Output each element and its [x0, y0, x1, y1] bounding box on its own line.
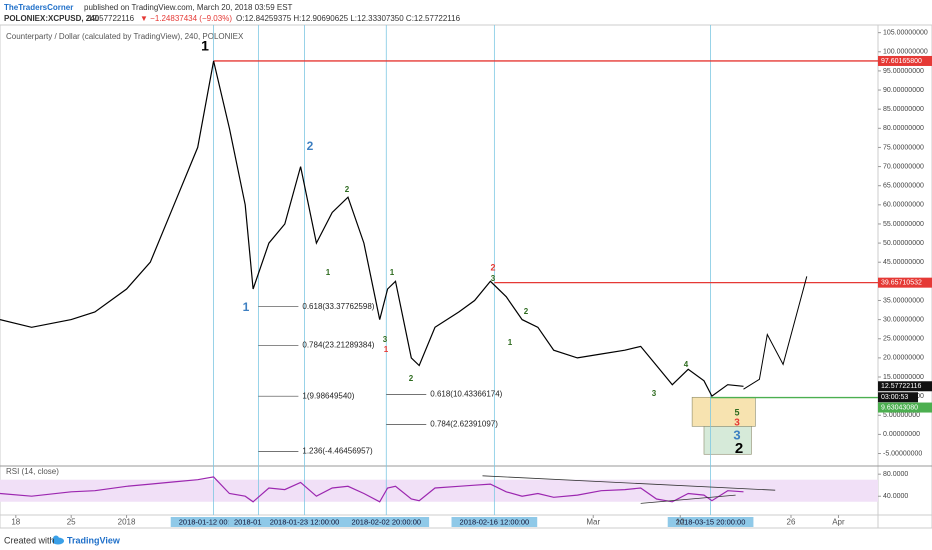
y-tick-label: 15.00000000 [883, 374, 924, 381]
wave-label: 1 [326, 268, 331, 277]
wave-label: 3 [491, 274, 496, 283]
rsi-y-tick-label: 40.0000 [883, 493, 908, 500]
brand[interactable]: TradingView [67, 535, 121, 545]
frame [0, 24, 932, 529]
marked-time-label: 2018-01-17 16 [234, 517, 283, 526]
chart-title: Counterparty / Dollar (calculated by Tra… [6, 32, 244, 41]
y-tick-label: 105.00000000 [883, 29, 928, 36]
wave-label: 1 [243, 300, 250, 314]
price-line [0, 60, 744, 397]
wave-label: 1 [384, 345, 389, 354]
tradingview-logo [52, 535, 64, 545]
y-tick-label: 55.00000000 [883, 221, 924, 228]
x-tick-label: 18 [11, 518, 20, 527]
axis-label: 9.63043080 [881, 404, 918, 411]
rsi-title: RSI (14, close) [6, 467, 59, 476]
x-tick-label: Apr [832, 518, 845, 527]
wave-label: 1 [508, 338, 513, 347]
marked-time-label: 2018-01-12 00:00:00 [179, 517, 249, 526]
wave-label: 3 [652, 389, 657, 398]
axis-label-bg [878, 55, 932, 66]
y-tick-label: 60.00000000 [883, 202, 924, 209]
y-tick-label: 25.00000000 [883, 336, 924, 343]
marked-time-label: 2018-02-16 12:00:00 [460, 517, 530, 526]
axis-label: 39.65710532 [881, 280, 922, 287]
y-tick-label: 85.00000000 [883, 106, 924, 113]
rsi-y-tick-label: 80.0000 [883, 471, 908, 478]
last-price: 12.57722116 [88, 14, 135, 23]
wave-label: 2 [307, 139, 314, 153]
x-tick-label: 25 [67, 518, 76, 527]
fib-label: 0.618(33.37762598) [302, 302, 374, 311]
y-tick-label: 45.00000000 [883, 259, 924, 266]
wave-label: 3 [383, 335, 388, 344]
y-tick-label: 80.00000000 [883, 125, 924, 132]
last-price-label: 12.57722116 [881, 383, 921, 390]
x-tick-label: 2018 [118, 518, 136, 527]
rsi-line [0, 476, 744, 503]
publisher[interactable]: TheTradersCorner [4, 3, 73, 12]
fib-label: 1(9.98649540) [302, 391, 354, 400]
wave-label: 3 [734, 418, 740, 429]
fib-label: 0.784(23.21289384) [302, 341, 374, 350]
rsi-trendline [640, 494, 736, 504]
x-tick-label: 12 [676, 518, 685, 527]
created-with: Created with [4, 535, 55, 545]
marked-time-bg [170, 517, 257, 527]
wave-label: 2 [490, 262, 495, 272]
zone [691, 396, 756, 427]
y-tick-label: 95.00000000 [883, 68, 924, 75]
marked-time-bg [343, 517, 430, 527]
wave-label: 3 [733, 427, 740, 442]
wave-label: 2 [524, 307, 529, 316]
timer-bg [878, 392, 918, 403]
y-tick-label: 35.00000000 [883, 297, 924, 304]
wave-label: 1 [201, 38, 209, 54]
fib-label: 1.236(-4.46456957) [302, 447, 373, 456]
fib-label: 0.618(10.43366174) [430, 390, 502, 399]
marked-time-bg [228, 517, 289, 527]
y-tick-label: 50.00000000 [883, 240, 924, 247]
wave-label: 2 [345, 185, 350, 194]
published: published on TradingView.com, March 20, … [84, 3, 293, 12]
y-tick-label: 100.00000000 [883, 49, 928, 56]
rsi-band [0, 479, 878, 502]
y-tick-label: 90.00000000 [883, 87, 924, 94]
x-tick-label: Mar [586, 518, 600, 527]
axis-label: 97.60165800 [881, 58, 922, 65]
wave-label: 2 [735, 440, 743, 457]
marked-time-bg [667, 517, 754, 527]
wave-label: 4 [684, 360, 689, 369]
y-tick-label: 0.00000000 [883, 431, 920, 438]
wave-label: 2 [409, 374, 414, 383]
y-tick-label: 70.00000000 [883, 163, 924, 170]
ohlc: O:12.84259375 H:12.90690625 L:12.3330735… [236, 14, 461, 23]
marked-time-label: 2018-03-15 20:00:00 [676, 517, 746, 526]
x-tick-label: 26 [787, 518, 796, 527]
y-tick-label: 30.00000000 [883, 316, 924, 323]
marked-time-label: 2018-01-23 12:00:00 [270, 517, 340, 526]
wave-label: 1 [390, 268, 395, 277]
y-tick-label: 20.00000000 [883, 355, 924, 362]
marked-time-bg [261, 517, 348, 527]
y-tick-label: 5.00000000 [883, 412, 920, 419]
wave-label: 5 [734, 407, 739, 417]
zone [703, 426, 752, 455]
change: ▼ −1.24837434 (−9.03%) [140, 14, 232, 23]
symbol: POLONIEX:XCPUSD, 240 [4, 14, 100, 23]
y-tick-label: 65.00000000 [883, 183, 924, 190]
axis-label-bg [878, 402, 932, 413]
projection-line [743, 276, 808, 390]
y-tick-label: -5.00000000 [883, 450, 922, 457]
timer: 03:00:53 [881, 394, 908, 401]
marked-time-bg [451, 517, 538, 527]
axis-label-bg [878, 277, 932, 288]
last-price-bg [878, 381, 932, 392]
marked-time-label: 2018-02-02 20:00:00 [351, 517, 421, 526]
fib-label: 0.784(2.62391097) [430, 419, 498, 428]
y-tick-label: 75.00000000 [883, 144, 924, 151]
rsi-trendline [482, 475, 776, 491]
